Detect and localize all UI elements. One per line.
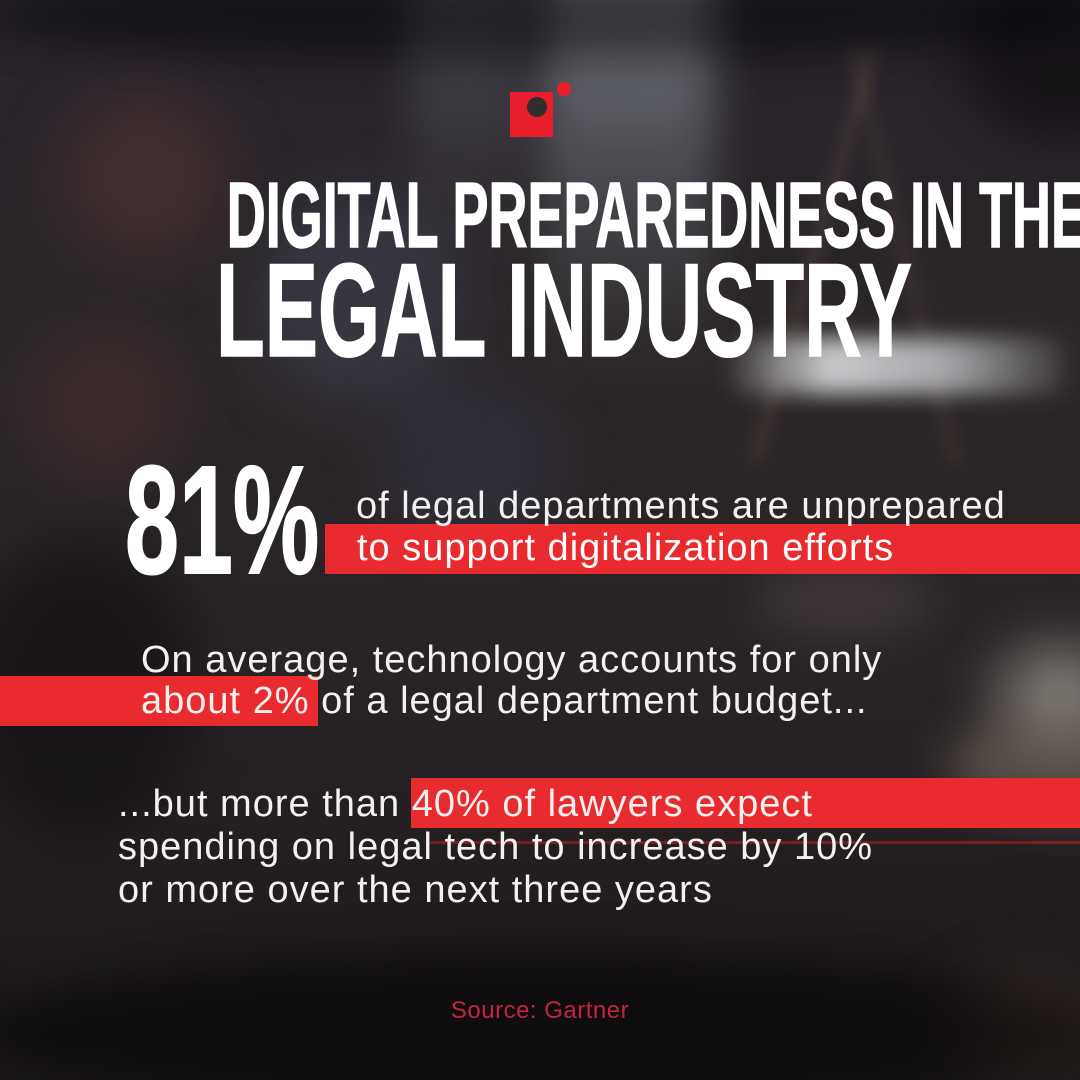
- logo-square-icon: [510, 92, 553, 137]
- logo-inner-dot-icon: [527, 97, 547, 117]
- stat-81-line-1: of legal departments are unprepared: [356, 485, 1006, 527]
- bg-bokeh-blob: [60, 90, 230, 260]
- stat-spending-line-1: ...but more than 40% of lawyers expect: [118, 783, 813, 825]
- stat-81-line-2: to support digitalization efforts: [357, 527, 895, 569]
- stat-spending-line-3: or more over the next three years: [118, 869, 713, 911]
- title-line-1: DIGITAL PREPAREDNESS IN THE: [226, 163, 1080, 267]
- bg-shadow: [0, 0, 1080, 60]
- bg-shadow: [960, 0, 1080, 140]
- stat-budget-line-1: On average, technology accounts for only: [141, 639, 883, 681]
- logo-outer-dot-icon: [557, 82, 571, 96]
- stat-spending-line-2: spending on legal tech to increase by 10…: [118, 826, 874, 868]
- source-credit: Source: Gartner: [450, 997, 630, 1024]
- bg-monitor-glow: [925, 585, 1080, 805]
- title-line-2: LEGAL INDUSTRY: [216, 237, 913, 385]
- stat-budget-line-2: about 2% of a legal department budget...: [141, 680, 868, 722]
- stat-81-value: 81%: [124, 434, 320, 606]
